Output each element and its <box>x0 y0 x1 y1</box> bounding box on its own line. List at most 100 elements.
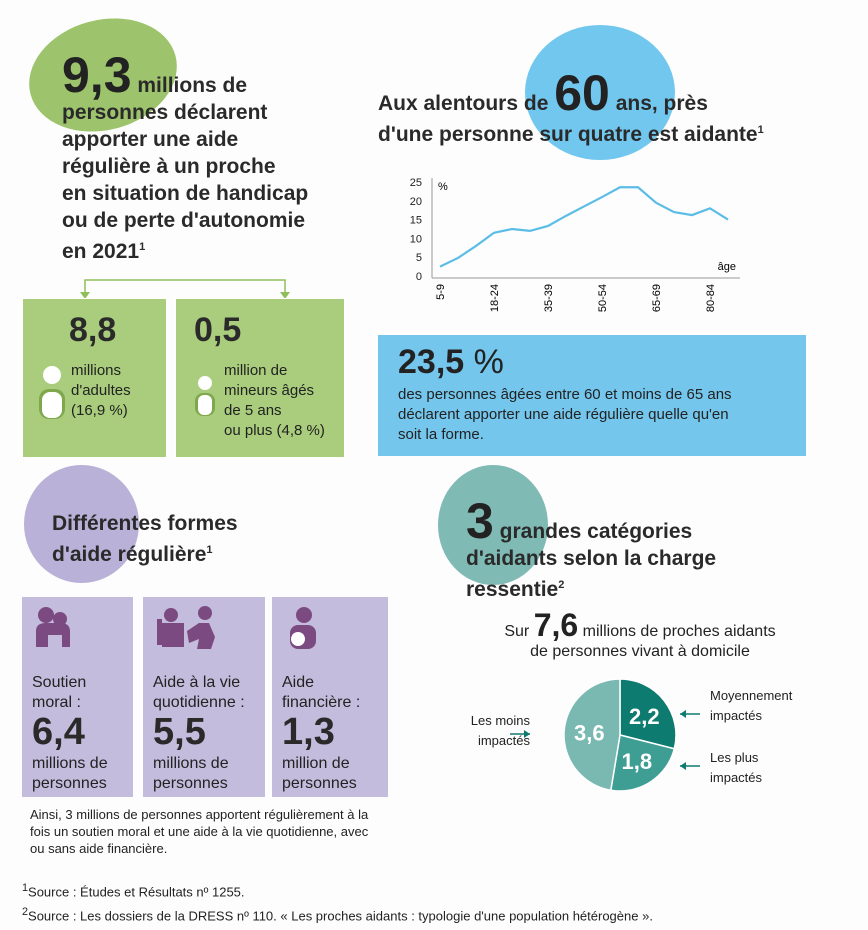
minors-text: mineurs âgés <box>224 382 315 399</box>
note-line: ou sans aide financière. <box>30 841 168 856</box>
slice-label: Les plus impactés <box>710 750 763 785</box>
card-unit: millions de <box>32 755 108 772</box>
y-axis-label: % <box>438 181 448 193</box>
title-line: apporter une aide <box>62 128 239 151</box>
minors-text: ou plus (4,8 %) <box>224 422 325 439</box>
y-tick-label: 5 <box>416 252 422 264</box>
subtitle-part: millions de proches aidants <box>582 623 776 640</box>
subtitle-part: de personnes vivant à domicile <box>530 643 750 660</box>
arrowhead-icon <box>680 710 686 718</box>
adults-text: millions <box>71 362 122 379</box>
line-chart: 0 5 10 15 20 25 % âge 5-9 18-24 35-39 50-54 65-69 80-… <box>410 177 740 312</box>
pie-subtitle: Sur 7,6 millions de proches aidants de p… <box>480 609 800 662</box>
card-label: financière : <box>282 694 361 711</box>
adults-value: 8,8 <box>69 311 117 349</box>
pie-slice <box>619 678 677 750</box>
footnote-ref: 2 <box>558 579 565 591</box>
section2-title: Aux alentours de 60 ans, près d'une pers… <box>378 68 838 148</box>
card-value: 1,3 <box>282 711 335 753</box>
footnote: Source : Études et Résultats nº 1255. <box>28 884 245 900</box>
slice-value: 2,2 <box>629 704 660 729</box>
aid-note: Ainsi, 3 millions de personnes apportent… <box>30 806 368 857</box>
aid-card: Soutien moral : 6,4 millions de personnes <box>22 597 133 797</box>
subtitle-part: Sur <box>504 623 530 640</box>
slice-label: Les moins impactés <box>471 713 531 748</box>
adults-text: (16,9 %) <box>71 402 128 419</box>
footnotes: 1Source : Études et Résultats nº 1255. 2… <box>22 878 653 927</box>
stat-text: des personnes âgées entre 60 et moins de… <box>398 386 732 403</box>
minors-text: million de <box>224 362 288 379</box>
note-line: Ainsi, 3 millions de personnes apportent… <box>30 807 369 822</box>
title-line: en 2021 <box>62 240 140 263</box>
title-part: millions de <box>137 74 248 97</box>
title-line: personnes déclarent <box>62 101 268 124</box>
split-arrows <box>80 279 290 299</box>
card-unit: million de <box>282 755 350 772</box>
aid-card: Aide financière : 1,3 million de personnes <box>272 597 388 797</box>
blue-circle <box>525 25 675 160</box>
minors-value: 0,5 <box>194 311 242 349</box>
x-tick-label: 18-24 <box>489 284 501 312</box>
stat-unit: % <box>473 343 504 381</box>
daily-help-icon <box>157 606 215 649</box>
title-line: ou de perte d'autonomie <box>62 209 306 232</box>
card-value: 6,4 <box>32 711 85 753</box>
stat-value: 23,5 <box>398 343 465 381</box>
x-axis-label: âge <box>718 261 736 273</box>
slice-label: Moyennement impactés <box>710 688 793 723</box>
stat-text: soit la forme. <box>398 426 484 443</box>
data-line <box>439 186 729 268</box>
title-line: Différentes formes <box>52 512 238 535</box>
footnote-ref: 1 <box>206 544 213 556</box>
card-unit: personnes <box>32 775 107 792</box>
aid-card: Aide à la vie quotidienne : 5,5 millions … <box>143 597 265 797</box>
x-tick-label: 65-69 <box>651 284 663 312</box>
y-tick-label: 0 <box>416 271 422 283</box>
financial-help-icon <box>290 607 316 649</box>
slice-value: 3,6 <box>574 720 605 745</box>
slice-value: 1,8 <box>622 749 653 774</box>
title-line: en situation de handicap <box>62 182 309 205</box>
y-tick-label: 10 <box>410 233 422 245</box>
footnote: Source : Les dossiers de la DRESS nº 110… <box>28 908 653 924</box>
y-tick-label: 15 <box>410 215 422 227</box>
card-value: 5,5 <box>153 711 206 753</box>
card-label: quotidienne : <box>153 694 245 711</box>
card-label: Aide <box>282 674 315 691</box>
card-unit: personnes <box>153 775 228 792</box>
purple-circle <box>24 465 139 583</box>
stat-9-3: 9,3 <box>62 47 132 103</box>
stat-23-5: 23,5 % <box>398 343 504 382</box>
minors-box: 0,5 million de mineurs âgés de 5 ans ou … <box>175 298 345 458</box>
section4-title: 3 grandes catégories d'aidants selon la … <box>466 496 826 603</box>
title-part: ans, près <box>615 92 708 115</box>
minors-text: de 5 ans <box>224 402 282 419</box>
adults-box: 8,8 millions d'adultes (16,9 %) <box>22 298 167 458</box>
card-label: moral : <box>32 694 81 711</box>
teal-circle <box>438 465 548 585</box>
stat-text: déclarent apporter une aide régulière qu… <box>398 406 729 423</box>
person-icon <box>39 366 65 419</box>
x-tick-label: 5-9 <box>435 284 447 300</box>
card-label: Soutien <box>32 674 87 691</box>
footnote-ref: 1 <box>757 124 764 136</box>
stat-3: 3 <box>466 493 494 549</box>
title-part: grandes catégories <box>499 520 693 543</box>
footnote-ref: 1 <box>139 241 146 253</box>
card-unit: personnes <box>282 775 357 792</box>
stat-7-6: 7,6 <box>533 607 579 643</box>
x-tick-label: 50-54 <box>597 284 609 312</box>
section1-title: 9,3 millions de personnes déclarent appo… <box>62 50 362 265</box>
title-line: d'aidants selon la charge <box>466 547 717 570</box>
title-line: régulière à un proche <box>62 155 276 178</box>
card-unit: millions de <box>153 755 229 772</box>
x-tick-label: 80-84 <box>705 284 717 312</box>
arrowhead-icon <box>680 762 686 770</box>
footnote-mark: 2 <box>22 906 29 919</box>
x-tick-label: 35-39 <box>543 284 555 312</box>
pie-chart: 2,2 1,8 3,6 Moyennement impactés Les plus impa… <box>471 678 793 792</box>
note-line: fois un soutien moral et une aide à la v… <box>30 824 369 839</box>
footnote-mark: 1 <box>22 882 29 894</box>
stat-box-23-5: 23,5 % des personnes âgées entre 60 et m… <box>378 335 806 456</box>
